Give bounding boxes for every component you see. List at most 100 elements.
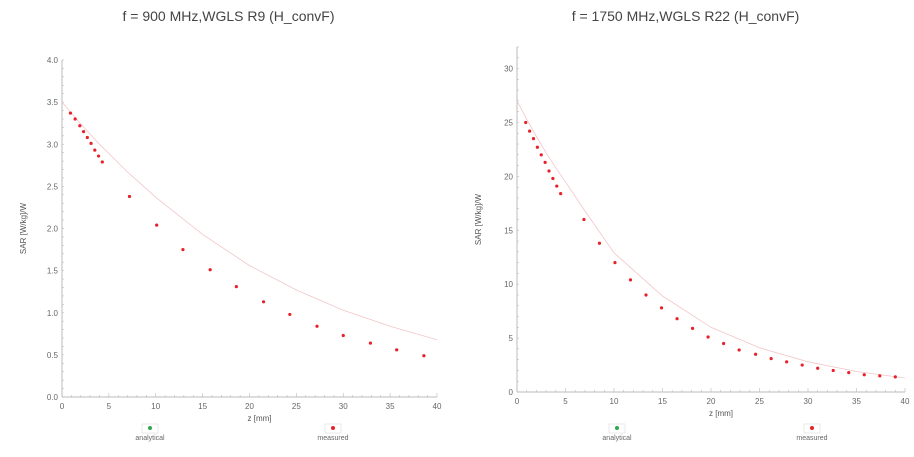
legend-label-measured: measured	[796, 435, 827, 442]
chart-1750mhz: 0 5 10 15 20 25 30 35 40 0 5 10 15 20 25 30 z [mm] SAR [W…	[474, 46, 910, 442]
chart-panel-900mhz: f = 900 MHz,WGLS R9 (H_convF) 0 5 10 15 20 25…	[19, 8, 442, 442]
y-tick-label: 0.5	[47, 351, 59, 360]
measured-point	[85, 135, 89, 140]
x-tick-label: 10	[610, 397, 619, 406]
x-axis-label: z [mm]	[709, 409, 733, 418]
y-tick-label: 0.0	[47, 393, 59, 402]
measured-point	[706, 335, 710, 339]
measured-point	[96, 154, 101, 158]
chart-title: f = 1750 MHz,WGLS R22 (H_convF)	[571, 8, 800, 24]
y-tick-label: 0	[509, 388, 514, 397]
legend-swatch-frame	[803, 423, 821, 434]
measured-point	[395, 348, 399, 352]
x-tick-label: 15	[198, 402, 207, 411]
y-tick-label: 25	[504, 118, 513, 127]
measured-point	[613, 261, 617, 265]
measured-point	[89, 141, 93, 146]
measured-point	[81, 130, 86, 134]
measured-point	[582, 217, 586, 222]
measured-point	[690, 326, 695, 330]
legend-marker-analytical	[148, 426, 152, 430]
measured-point	[559, 192, 563, 196]
x-tick-label: 40	[901, 397, 910, 406]
y-tick-label: 4.0	[47, 56, 59, 65]
legend-marker-analytical	[615, 426, 619, 430]
measured-point	[800, 363, 804, 367]
x-tick-label: 5	[563, 397, 568, 406]
x-tick-label: 35	[852, 397, 861, 406]
chart-900mhz: 0 5 10 15 20 25 30 35 40 0.0 0.5 1.0 1.5 2.0 2.5 3.0 3.5…	[19, 56, 442, 442]
x-tick-label: 10	[151, 402, 160, 411]
measured-point	[78, 124, 82, 128]
legend-marker-measured	[810, 426, 814, 430]
measured-point	[181, 247, 185, 252]
x-axis-label: z [mm]	[248, 414, 272, 423]
measured-point	[127, 194, 132, 199]
y-tick-label: 2.5	[47, 182, 59, 191]
legend-swatch-frame	[608, 423, 626, 434]
measured-point	[73, 117, 77, 121]
measured-point	[555, 184, 559, 188]
x-tick-label: 5	[107, 402, 112, 411]
measured-point	[551, 176, 555, 181]
y-tick-label: 20	[504, 172, 513, 181]
measured-point	[261, 300, 266, 304]
measured-point	[754, 352, 758, 356]
y-tick-label: 15	[504, 226, 513, 235]
x-tick-label: 40	[433, 402, 442, 411]
measured-point	[524, 120, 528, 125]
y-tick-label: 3.0	[47, 140, 59, 149]
y-tick-label: 30	[504, 65, 513, 74]
x-tick-label: 0	[515, 397, 520, 406]
measured-point	[675, 317, 679, 321]
legend-label-analytical: analytical	[602, 435, 632, 442]
legend-swatch-frame	[141, 423, 159, 434]
measured-point	[234, 285, 238, 289]
measured-point	[531, 137, 536, 141]
measured-point	[831, 368, 835, 373]
x-tick-label: 30	[804, 397, 813, 406]
measured-point	[208, 268, 212, 272]
y-tick-label: 2.0	[47, 225, 59, 234]
measured-point	[528, 129, 532, 133]
y-axis-label: SAR [W/kg]/W	[19, 203, 28, 255]
measured-point	[422, 354, 426, 358]
measured-point	[315, 324, 319, 328]
y-tick-label: 10	[504, 280, 513, 289]
analytical-series-line	[516, 100, 906, 379]
measured-point	[659, 306, 664, 310]
y-tick-label: 1.0	[47, 309, 59, 318]
x-tick-label: 30	[339, 402, 348, 411]
legend-swatch-frame	[324, 423, 342, 434]
measured-point	[341, 333, 345, 338]
legend-label-analytical: analytical	[135, 435, 165, 442]
measured-point	[878, 374, 882, 378]
x-tick-label: 0	[60, 402, 65, 411]
measured-point	[547, 169, 551, 173]
measured-point	[785, 360, 789, 364]
y-tick-label: 3.5	[47, 98, 59, 107]
measured-point	[769, 356, 773, 361]
measured-point	[539, 153, 543, 157]
measured-point	[644, 293, 648, 297]
analytical-series-line	[61, 101, 438, 341]
measured-point	[68, 111, 73, 115]
measured-point	[737, 348, 741, 352]
measured-point	[535, 145, 539, 149]
x-tick-label: 35	[386, 402, 395, 411]
chart-panel-1750mhz: f = 1750 MHz,WGLS R22 (H_convF) 0 5 10 15 20…	[457, 0, 914, 457]
measured-point	[893, 375, 897, 379]
legend-marker-measured	[331, 426, 335, 430]
measured-point	[93, 148, 97, 152]
y-tick-label: 1.5	[47, 267, 59, 276]
measured-point	[100, 160, 104, 164]
measured-point	[368, 341, 373, 345]
y-axis-label: SAR [W/kg]/W	[474, 194, 483, 246]
x-tick-label: 15	[658, 397, 667, 406]
measured-point	[597, 241, 602, 245]
x-tick-label: 20	[707, 397, 716, 406]
y-tick-label: 5	[509, 334, 514, 343]
x-tick-label: 25	[292, 402, 301, 411]
measured-point	[862, 373, 866, 377]
measured-point	[288, 312, 292, 317]
